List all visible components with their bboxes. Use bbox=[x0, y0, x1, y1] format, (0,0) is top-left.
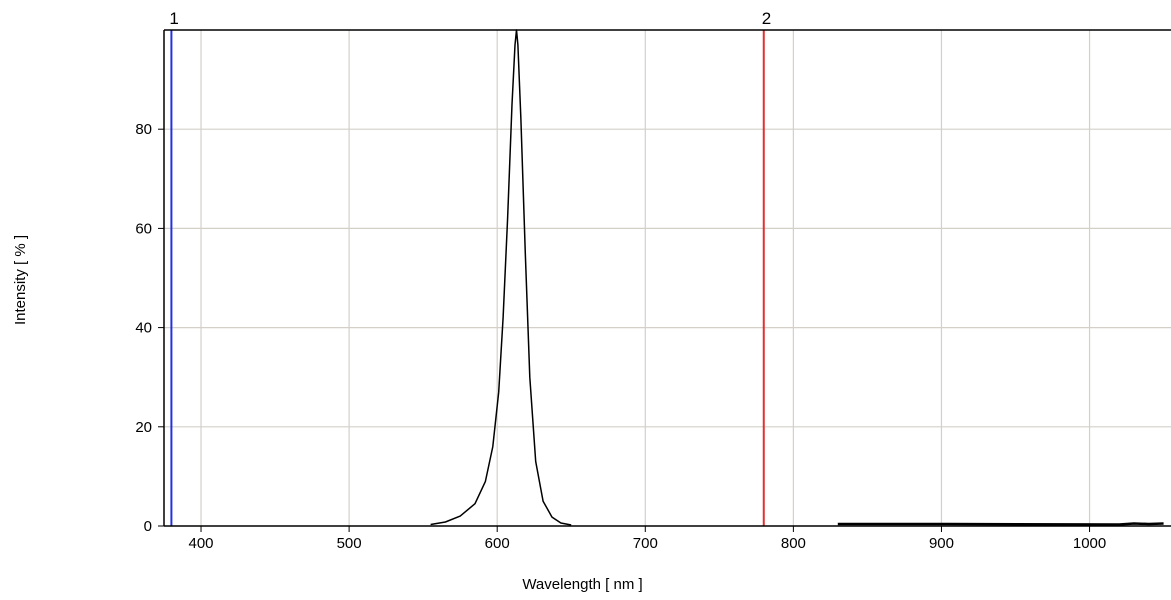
axis-ticks: 400 500 600 700 800 900 1000 0 20 40 60 80 bbox=[135, 121, 1106, 552]
x-tick-label: 400 bbox=[189, 535, 214, 552]
x-tick-label: 800 bbox=[781, 535, 806, 552]
x-tick-label: 600 bbox=[485, 535, 510, 552]
plot-frame bbox=[163, 29, 1171, 527]
data-series bbox=[430, 29, 1164, 526]
spectrum-series-2 bbox=[837, 522, 1164, 526]
marker-label-1: 1 bbox=[169, 9, 178, 28]
x-tick-label: 900 bbox=[929, 535, 954, 552]
y-tick-label: 0 bbox=[144, 518, 152, 535]
y-tick-label: 20 bbox=[135, 419, 152, 436]
x-tick-label: 500 bbox=[337, 535, 362, 552]
marker-label-2: 2 bbox=[762, 9, 771, 28]
y-tick-label: 80 bbox=[135, 121, 152, 138]
x-axis-title: Wavelength [ nm ] bbox=[522, 576, 642, 593]
x-tick-label: 700 bbox=[633, 535, 658, 552]
y-tick-label: 40 bbox=[135, 320, 152, 337]
spectrum-series-1 bbox=[430, 29, 572, 526]
y-axis-title: Intensity [ % ] bbox=[12, 235, 29, 325]
grid-lines bbox=[164, 30, 1171, 526]
x-tick-label: 1000 bbox=[1073, 535, 1106, 552]
y-tick-label: 60 bbox=[135, 220, 152, 237]
